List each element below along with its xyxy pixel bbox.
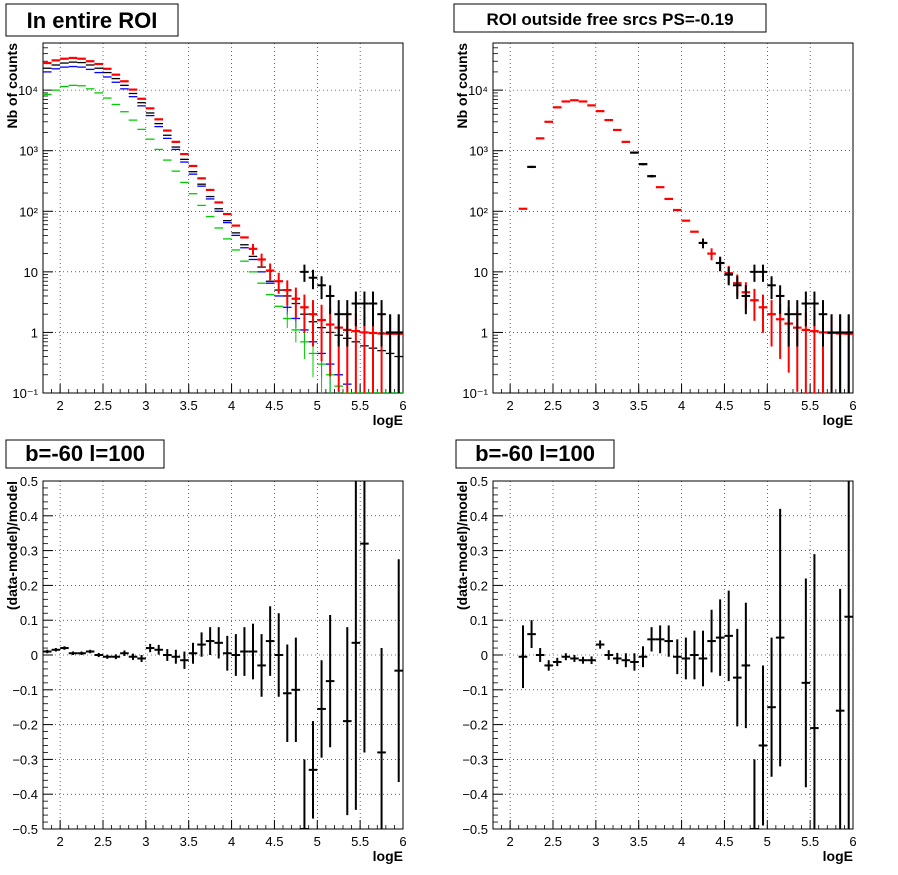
chart-title: In entire ROI [27,8,158,33]
x-tick-label: 6 [849,834,856,849]
x-tick-label: 2 [507,398,514,413]
y-tick-label: 10³ [469,144,488,159]
x-axis-label: logE [373,412,403,428]
y-tick-label: −0.2 [462,718,488,733]
y-tick-label: 1 [31,325,38,340]
x-tick-label: 4 [228,398,235,413]
x-tick-label: 3 [592,398,599,413]
x-tick-label: 3 [592,834,599,849]
x-tick-label: 4.5 [265,834,283,849]
x-tick-label: 3.5 [180,834,198,849]
title-box [5,439,165,469]
y-tick-label: 10⁻¹ [12,386,38,401]
y-tick-label: 0.1 [470,613,488,628]
y-tick-label: −0.4 [462,787,488,802]
x-tick-label: 4.5 [715,398,733,413]
y-tick-label: 10 [474,265,488,280]
x-tick-label: 2.5 [94,834,112,849]
y-tick-label: −0.3 [462,752,488,767]
chart-panel-3: 2 2.5 3 3.5 4 4.5 5 5.5 6 −0.5 −0.4 −0.3 −0.2 −0.1 0 0.… [4,439,407,864]
plot-frame [42,42,404,394]
y-axis-label: (data-model)/model [454,481,470,610]
x-tick-label: 3 [142,398,149,413]
y-tick-label: 0.5 [20,474,38,489]
x-tick-label: 4 [228,834,235,849]
y-tick-label: 10³ [19,144,38,159]
y-tick-label: −0.2 [12,718,38,733]
y-tick-label: −0.1 [462,683,488,698]
x-tick-label: 5 [314,398,321,413]
y-tick-label: 0 [481,648,488,663]
x-tick-label: 3 [142,834,149,849]
y-tick-label: 0.2 [20,578,38,593]
x-tick-label: 4.5 [265,398,283,413]
marks [518,481,853,829]
x-tick-label: 4 [678,398,685,413]
y-tick-label: 0.1 [20,613,38,628]
x-tick-label: 3.5 [180,398,198,413]
x-tick-label: 6 [849,398,856,413]
y-tick-label: 0.3 [20,544,38,559]
y-tick-label: 10⁴ [468,83,488,98]
y-tick-label: 10 [24,265,38,280]
y-tick-label: 0.4 [470,509,488,524]
x-tick-label: 5.5 [351,834,369,849]
x-tick-label: 2.5 [94,398,112,413]
x-tick-label: 5.5 [801,398,819,413]
marks [43,481,403,829]
title-box [453,3,767,33]
chart-panel-4: 2 2.5 3 3.5 4 4.5 5 5.5 6 −0.5 −0.4 −0.3 −0.2 −0.1 0 0.… [454,439,857,864]
x-axis-label: logE [823,848,853,864]
y-tick-label: −0.5 [12,822,38,837]
y-tick-label: 0.2 [470,578,488,593]
y-tick-label: 0.3 [470,544,488,559]
x-tick-label: 5 [314,834,321,849]
x-tick-label: 5 [764,398,771,413]
title-box [5,3,179,37]
y-tick-label: −0.5 [462,822,488,837]
x-axis-label: logE [373,848,403,864]
y-tick-label: 1 [481,325,488,340]
marks [518,99,853,393]
y-tick-label: 10⁻¹ [462,386,488,401]
chart-title: b=-60 l=100 [475,441,595,466]
x-axis-label: logE [823,412,853,428]
y-tick-label: 0.4 [20,509,38,524]
y-axis-label: Nb of counts [4,43,20,129]
y-tick-label: 10² [19,204,38,219]
x-tick-label: 6 [399,834,406,849]
chart-panel-2: 2 2.5 3 3.5 4 4.5 5 5.5 6 10⁻¹ 1 10 10² 10³ 10⁴ logE Nb … [453,3,857,428]
y-tick-label: −0.4 [12,787,38,802]
x-tick-label: 3.5 [630,398,648,413]
x-tick-label: 5.5 [351,398,369,413]
chart-panel-1: 2 2.5 3 3.5 4 4.5 5 5.5 6 10⁻¹ 1 10 10² 10³ 10⁴ logE Nb … [4,3,407,428]
plot-frame [492,42,854,394]
x-tick-label: 6 [399,398,406,413]
y-tick-label: 10⁴ [18,83,38,98]
marks [43,56,403,393]
title-box [455,439,615,469]
x-tick-label: 2 [57,398,64,413]
x-tick-label: 2 [507,834,514,849]
y-axis-label: Nb of counts [454,43,470,129]
x-tick-label: 4 [678,834,685,849]
x-tick-label: 2 [57,834,64,849]
y-tick-label: 10² [469,204,488,219]
y-tick-label: 0.5 [470,474,488,489]
x-tick-label: 5 [764,834,771,849]
x-tick-label: 3.5 [630,834,648,849]
x-tick-label: 5.5 [801,834,819,849]
y-tick-label: −0.3 [12,752,38,767]
x-tick-label: 2.5 [544,398,562,413]
chart-title: ROI outside free srcs PS=-0.19 [486,10,733,29]
chart-title: b=-60 l=100 [25,441,145,466]
y-tick-label: −0.1 [12,683,38,698]
x-tick-label: 2.5 [544,834,562,849]
y-tick-label: 0 [31,648,38,663]
y-axis-label: (data-model)/model [4,481,20,610]
x-tick-label: 4.5 [715,834,733,849]
